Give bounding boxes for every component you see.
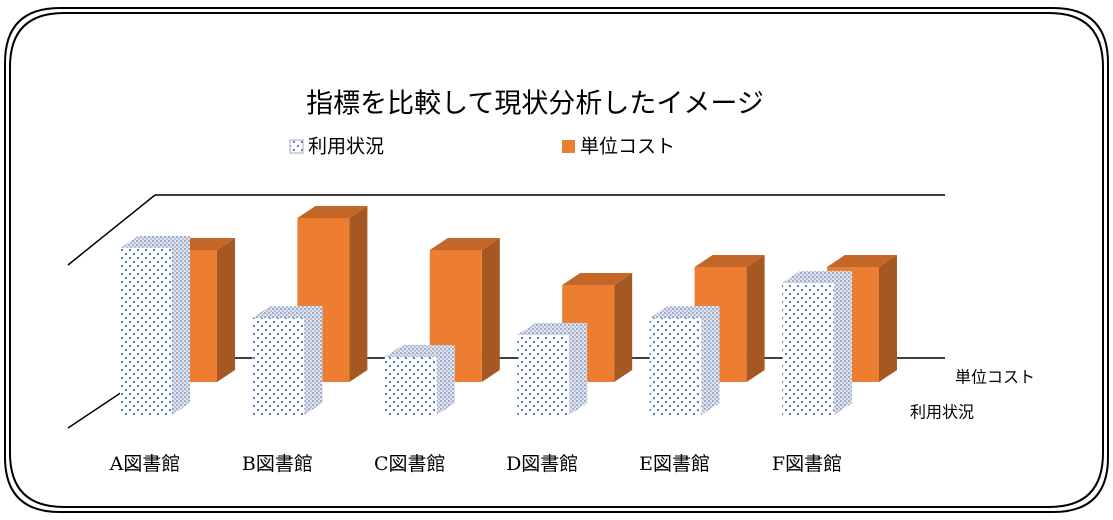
legend-label: 利用状況: [308, 136, 384, 158]
bar-top: [827, 255, 897, 267]
bar-side: [834, 271, 852, 415]
bar-side: [746, 255, 765, 382]
bar-side: [217, 238, 235, 382]
bar-side: [349, 206, 368, 382]
bar-top: [429, 238, 500, 250]
bar-side: [569, 323, 588, 415]
bar-top: [517, 323, 588, 335]
legend-label: 単位コスト: [580, 136, 675, 158]
x-tick-label: A図書館: [109, 453, 181, 475]
bar-top: [694, 255, 765, 267]
bar-side: [172, 236, 190, 415]
bar-top: [782, 271, 852, 283]
x-tick-label: E図書館: [639, 453, 710, 475]
x-tick-label: B図書館: [242, 453, 313, 475]
chart-title: 指標を比較して現状分析したイメージ: [306, 89, 764, 120]
frame-inner: [9, 12, 1104, 508]
bar: [384, 357, 437, 415]
bar-top: [649, 306, 720, 318]
legend-swatch: [289, 139, 304, 154]
x-tick-label: F図書館: [772, 453, 842, 475]
frame-outer: [4, 7, 1109, 513]
bar-side: [481, 238, 500, 382]
bar-side: [701, 306, 720, 415]
bar-side: [436, 345, 455, 415]
bar: [649, 318, 702, 415]
bar-top: [120, 236, 190, 248]
bar-side: [614, 273, 633, 382]
legend-swatch: [562, 140, 575, 153]
depth-label: 単位コスト: [955, 368, 1035, 387]
bar-top: [384, 345, 455, 357]
bar-side: [879, 255, 897, 382]
x-tick-label: C図書館: [374, 453, 446, 475]
bar-top: [252, 306, 323, 318]
bar-top: [297, 206, 368, 218]
bar: [782, 283, 834, 415]
bar: [252, 318, 305, 415]
bar: [517, 335, 570, 415]
x-tick-label: D図書館: [506, 453, 578, 475]
bar-side: [304, 306, 323, 415]
depth-label: 利用状況: [910, 403, 974, 422]
bar: [120, 248, 172, 415]
bar-top: [562, 273, 633, 285]
